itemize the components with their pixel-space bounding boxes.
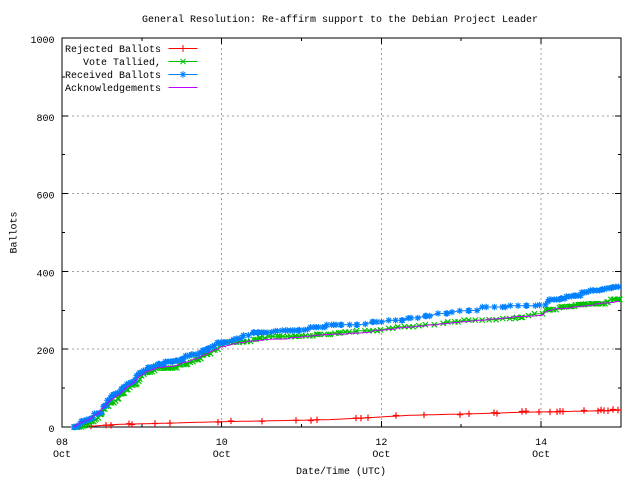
svg-text:General Resolution: Re-affirm: General Resolution: Re-affirm support to… bbox=[142, 14, 538, 26]
svg-text:Oct: Oct bbox=[53, 450, 71, 461]
svg-text:400: 400 bbox=[36, 269, 54, 280]
svg-text:Oct: Oct bbox=[532, 450, 550, 461]
svg-text:200: 200 bbox=[36, 347, 54, 358]
svg-text:Ballots: Ballots bbox=[9, 211, 21, 253]
svg-text:Acknowledgements: Acknowledgements bbox=[65, 83, 161, 95]
svg-text:Oct: Oct bbox=[372, 450, 390, 461]
svg-text:600: 600 bbox=[36, 192, 54, 203]
svg-text:1000: 1000 bbox=[30, 36, 54, 47]
svg-text:Received Ballots: Received Ballots bbox=[65, 70, 161, 82]
svg-text:14: 14 bbox=[535, 438, 547, 449]
svg-text:Date/Time (UTC): Date/Time (UTC) bbox=[296, 466, 386, 478]
svg-text:Vote Tallied,: Vote Tallied, bbox=[83, 57, 161, 69]
svg-text:10: 10 bbox=[216, 438, 228, 449]
svg-text:Oct: Oct bbox=[213, 450, 231, 461]
svg-text:12: 12 bbox=[375, 438, 387, 449]
svg-text:08: 08 bbox=[56, 438, 68, 449]
svg-text:Rejected Ballots: Rejected Ballots bbox=[65, 44, 161, 56]
svg-text:800: 800 bbox=[36, 114, 54, 125]
svg-text:0: 0 bbox=[48, 425, 54, 436]
